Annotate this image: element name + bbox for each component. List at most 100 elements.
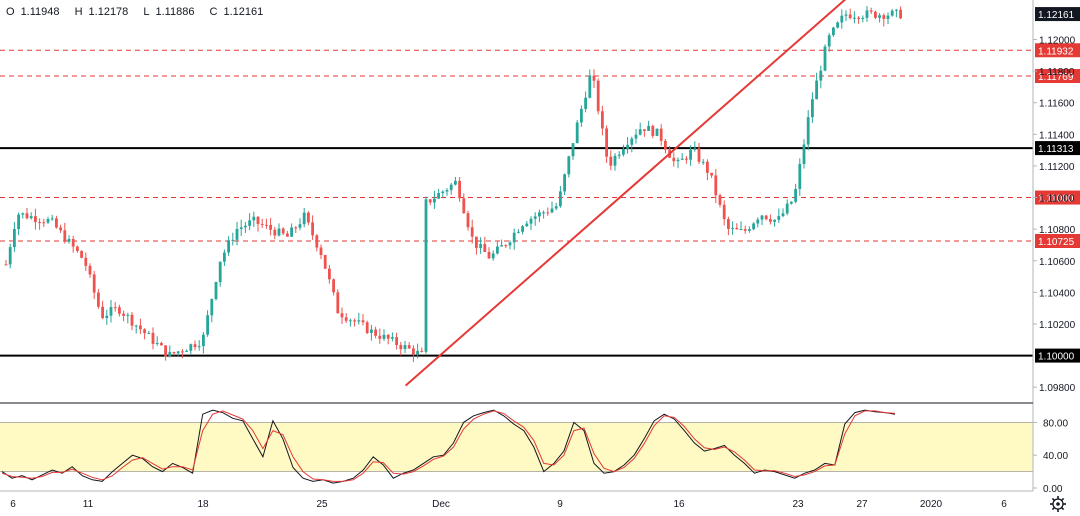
price-tick-label: 1.10400 [1039, 288, 1076, 299]
candle [365, 322, 369, 334]
candle [391, 337, 394, 339]
gear-icon[interactable] [1050, 496, 1066, 512]
candle [823, 46, 827, 71]
price-tick-label: 1.11800 [1039, 67, 1075, 78]
candle [542, 212, 545, 214]
candle [8, 247, 12, 265]
candle [836, 22, 839, 28]
candle [567, 156, 571, 175]
stochastic-lines [1, 409, 896, 484]
horizontal-levels[interactable]: 1.11932 1.11769 1.11313 1.11000 1.10725 1.100… [0, 43, 1080, 363]
candle [130, 314, 134, 326]
candle [185, 350, 188, 352]
ohlc-close: C 1.12161 [209, 6, 264, 18]
candle [403, 345, 407, 350]
candle [424, 199, 428, 352]
candle [42, 222, 46, 224]
trendline-line [404, 0, 847, 387]
candle [273, 229, 277, 236]
axes: 1.12000 1.11800 1.11600 1.11400 1.11200 1.110… [10, 7, 1080, 510]
level-label: 1.11313 [1038, 144, 1074, 155]
candle [630, 138, 634, 145]
candle [693, 148, 697, 150]
candle [853, 17, 856, 19]
candle [202, 334, 205, 347]
candle [769, 219, 772, 222]
candle [773, 219, 776, 222]
candle [706, 161, 709, 173]
time-tick-label: 9 [557, 499, 563, 510]
candle [584, 97, 587, 109]
candle [521, 226, 524, 232]
candle [794, 188, 797, 202]
candle [248, 220, 251, 226]
candle [336, 292, 340, 314]
level-label-box [1035, 348, 1080, 363]
candle [559, 191, 562, 207]
candle [689, 149, 692, 160]
candle [571, 143, 575, 157]
candle [55, 218, 58, 228]
candle [214, 282, 218, 300]
time-tick-label: 25 [316, 499, 328, 510]
candle [399, 345, 403, 350]
candle [126, 314, 130, 316]
level-label: 1.10000 [1038, 352, 1075, 363]
ohlc-open: O 1.11948 [6, 6, 60, 18]
price-tick-label: 1.11200 [1039, 162, 1075, 173]
candle [13, 229, 16, 248]
candle [756, 219, 760, 224]
candle [164, 345, 167, 357]
candle [298, 224, 302, 228]
candle [260, 223, 264, 225]
trendline[interactable] [404, 0, 879, 387]
candle [294, 227, 298, 229]
candle [290, 227, 293, 237]
candle [231, 239, 235, 241]
candle [319, 247, 323, 256]
candle [76, 246, 79, 252]
candle [857, 17, 860, 19]
chart-frame [0, 0, 1034, 492]
candle [626, 144, 629, 149]
price-tick-label: 1.10200 [1039, 320, 1076, 331]
candle [886, 15, 890, 19]
candle [449, 184, 453, 191]
level-label: 1.10725 [1038, 237, 1075, 248]
candle [172, 352, 176, 354]
candle [286, 233, 289, 237]
candle [151, 332, 155, 344]
candle [827, 35, 831, 47]
candle [848, 14, 852, 19]
stochastic-band [0, 421, 1033, 473]
candle [878, 15, 881, 18]
candle [659, 128, 663, 141]
candle [122, 313, 125, 316]
candle [437, 193, 440, 199]
candle [802, 144, 806, 164]
candle [101, 306, 104, 319]
candle [580, 108, 583, 123]
candle [412, 348, 415, 355]
level-label-box [1035, 43, 1080, 58]
price-tick-label: 1.09800 [1039, 383, 1076, 394]
candle [647, 125, 650, 131]
candle [491, 253, 495, 259]
candle [781, 213, 785, 217]
candle [97, 292, 100, 307]
candle [743, 229, 747, 231]
candle [529, 218, 533, 224]
candle [844, 14, 848, 16]
candle [512, 232, 516, 243]
candle [475, 236, 478, 248]
candle [34, 216, 37, 222]
candle [617, 154, 621, 156]
stoch-tick-label: 0.00 [1043, 484, 1063, 495]
candle [244, 225, 247, 228]
candle [613, 155, 617, 166]
candle [143, 329, 146, 334]
candle [134, 325, 138, 327]
candle [865, 10, 869, 18]
candle [445, 190, 449, 192]
